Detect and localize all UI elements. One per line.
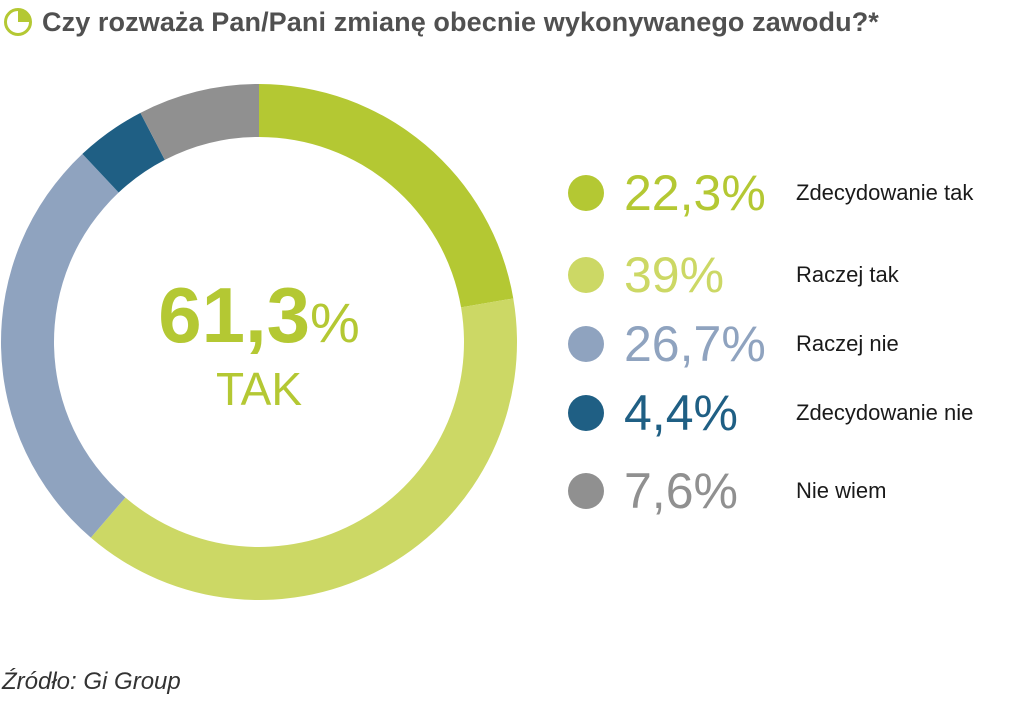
legend-dot [568, 326, 604, 362]
donut-slice-zdecydowanie-tak [259, 84, 514, 308]
legend-value: 39% [624, 247, 725, 303]
donut-slice-raczej-tak [90, 298, 518, 601]
source-note: Źródło: Gi Group [2, 668, 181, 695]
legend-item: 4,4% Zdecydowanie nie [568, 385, 973, 441]
center-unit: % [310, 291, 360, 354]
legend-label: Nie wiem [796, 478, 887, 503]
pie-chart-icon [4, 8, 32, 36]
legend-item: 7,6% Nie wiem [568, 463, 886, 519]
legend-dot [568, 257, 604, 293]
legend-value: 4,4% [624, 385, 738, 441]
legend-item: 22,3% Zdecydowanie tak [568, 165, 973, 221]
legend-value: 22,3% [624, 165, 766, 221]
legend-dot [568, 473, 604, 509]
title-row: Czy rozważa Pan/Pani zmianę obecnie wyko… [4, 2, 879, 42]
legend-dot [568, 175, 604, 211]
center-label: TAK [215, 363, 303, 415]
legend-label: Raczej tak [796, 262, 899, 287]
donut-chart [0, 84, 518, 601]
center-percentage: 61,3% [120, 270, 398, 361]
legend-item: 26,7% Raczej nie [568, 316, 899, 372]
donut-slice-raczej-nie [0, 153, 126, 538]
donut-slice-zdecydowanie-nie [82, 112, 165, 193]
donut-slice-nie-wiem [140, 84, 259, 160]
legend-label: Raczej nie [796, 331, 899, 356]
legend-value: 26,7% [624, 316, 766, 372]
chart-title: Czy rozważa Pan/Pani zmianę obecnie wyko… [42, 6, 879, 37]
legend-value: 7,6% [624, 463, 738, 519]
legend-label: Zdecydowanie tak [796, 180, 974, 205]
center-value: 61,3 [158, 271, 310, 359]
legend-item: 39% Raczej tak [568, 247, 899, 303]
legend-dot [568, 395, 604, 431]
legend-label: Zdecydowanie nie [796, 400, 974, 425]
